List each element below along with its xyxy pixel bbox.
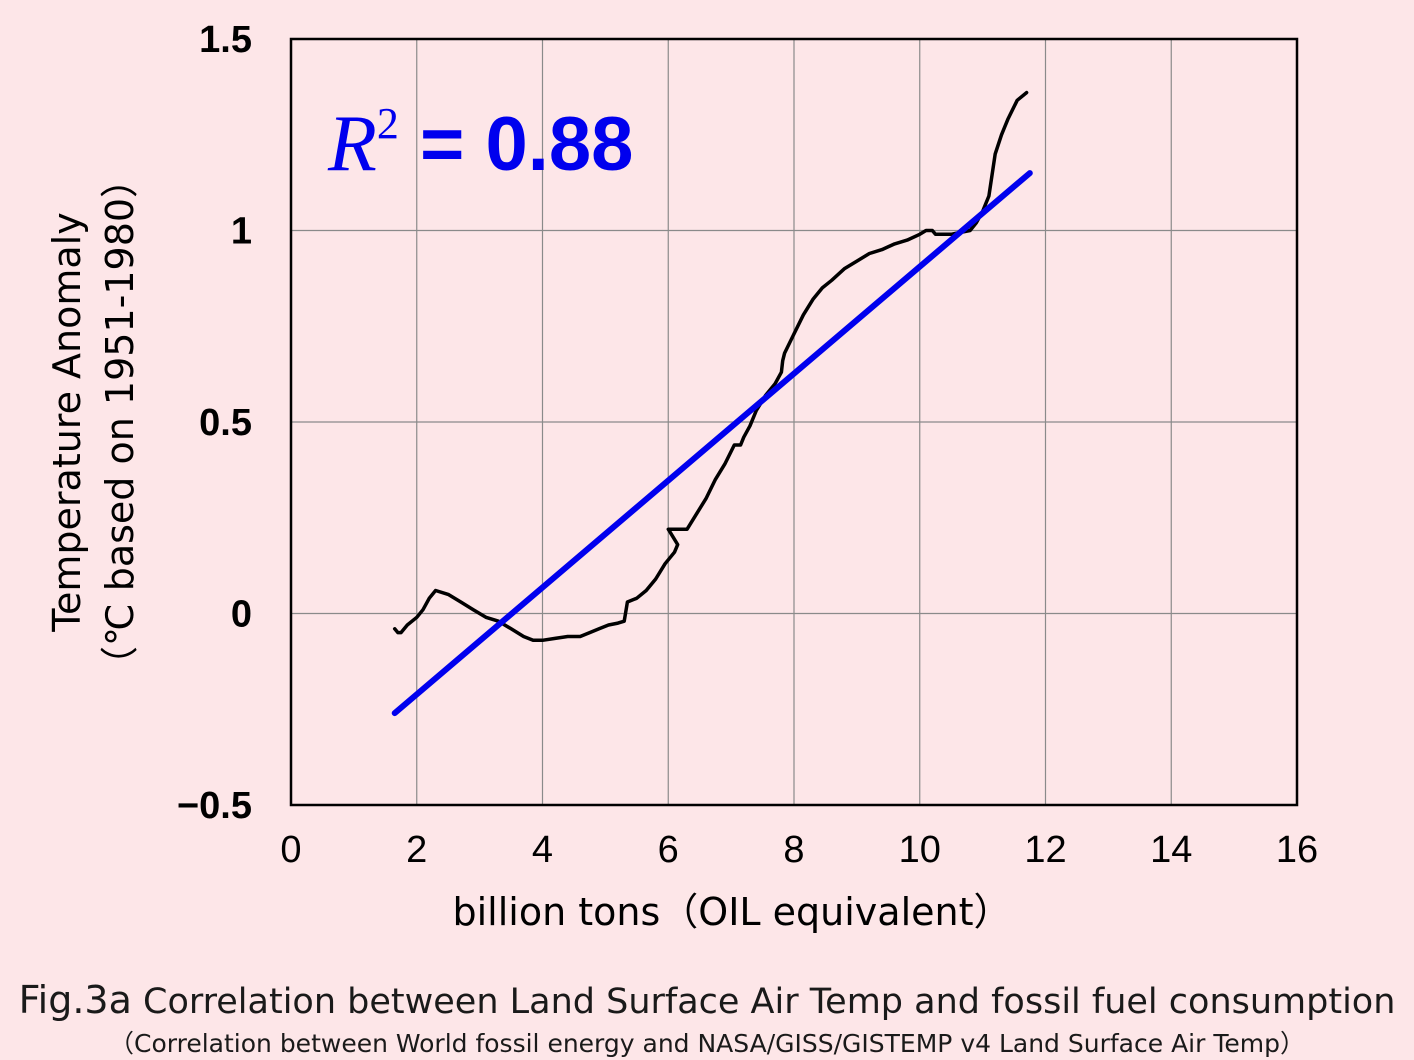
trend-line — [391, 170, 1033, 717]
x-tick-label: 12 — [1024, 829, 1066, 871]
figure-number: Fig.3a — [18, 978, 132, 1022]
x-tick-label: 10 — [899, 829, 941, 871]
y-tick-label: 1 — [231, 211, 252, 253]
plot-frame — [289, 37, 1299, 807]
y-tick-label: 1.5 — [199, 19, 252, 61]
figure-caption: Fig.3a Correlation between Land Surface … — [0, 978, 1414, 1022]
r-symbol: R — [327, 100, 377, 188]
figure-subtitle: （Correlation between World fossil energy… — [109, 1029, 1305, 1058]
r-squared-annotation: R2 = 0.88 — [327, 99, 633, 188]
y-axis-title-line1: Temperature Anomaly — [45, 212, 89, 632]
x-tick-label: 2 — [406, 829, 427, 871]
x-tick-label: 8 — [783, 829, 804, 871]
x-tick-label: 16 — [1276, 829, 1318, 871]
r-exponent: 2 — [377, 99, 399, 148]
y-tick-label: 0 — [231, 594, 252, 636]
y-tick-label: 0.5 — [199, 402, 252, 444]
x-axis-title: billion tons（OIL equivalent） — [453, 890, 1012, 934]
correlation-chart: 0 2 4 6 8 10 12 14 16 −0.5 0 0.5 1 1.5 billion tons（OI… — [45, 19, 1318, 934]
x-tick-label: 4 — [532, 829, 553, 871]
r-value: = 0.88 — [399, 102, 634, 187]
x-tick-label: 14 — [1150, 829, 1192, 871]
figure-title: Correlation between Land Surface Air Tem… — [131, 982, 1396, 1022]
y-tick-label: −0.5 — [177, 785, 252, 827]
temperature-series-line — [392, 90, 1029, 643]
x-tick-label: 6 — [658, 829, 679, 871]
x-tick-label: 0 — [280, 829, 301, 871]
y-axis-title-line2: （℃ based on 1951-1980） — [98, 160, 142, 684]
